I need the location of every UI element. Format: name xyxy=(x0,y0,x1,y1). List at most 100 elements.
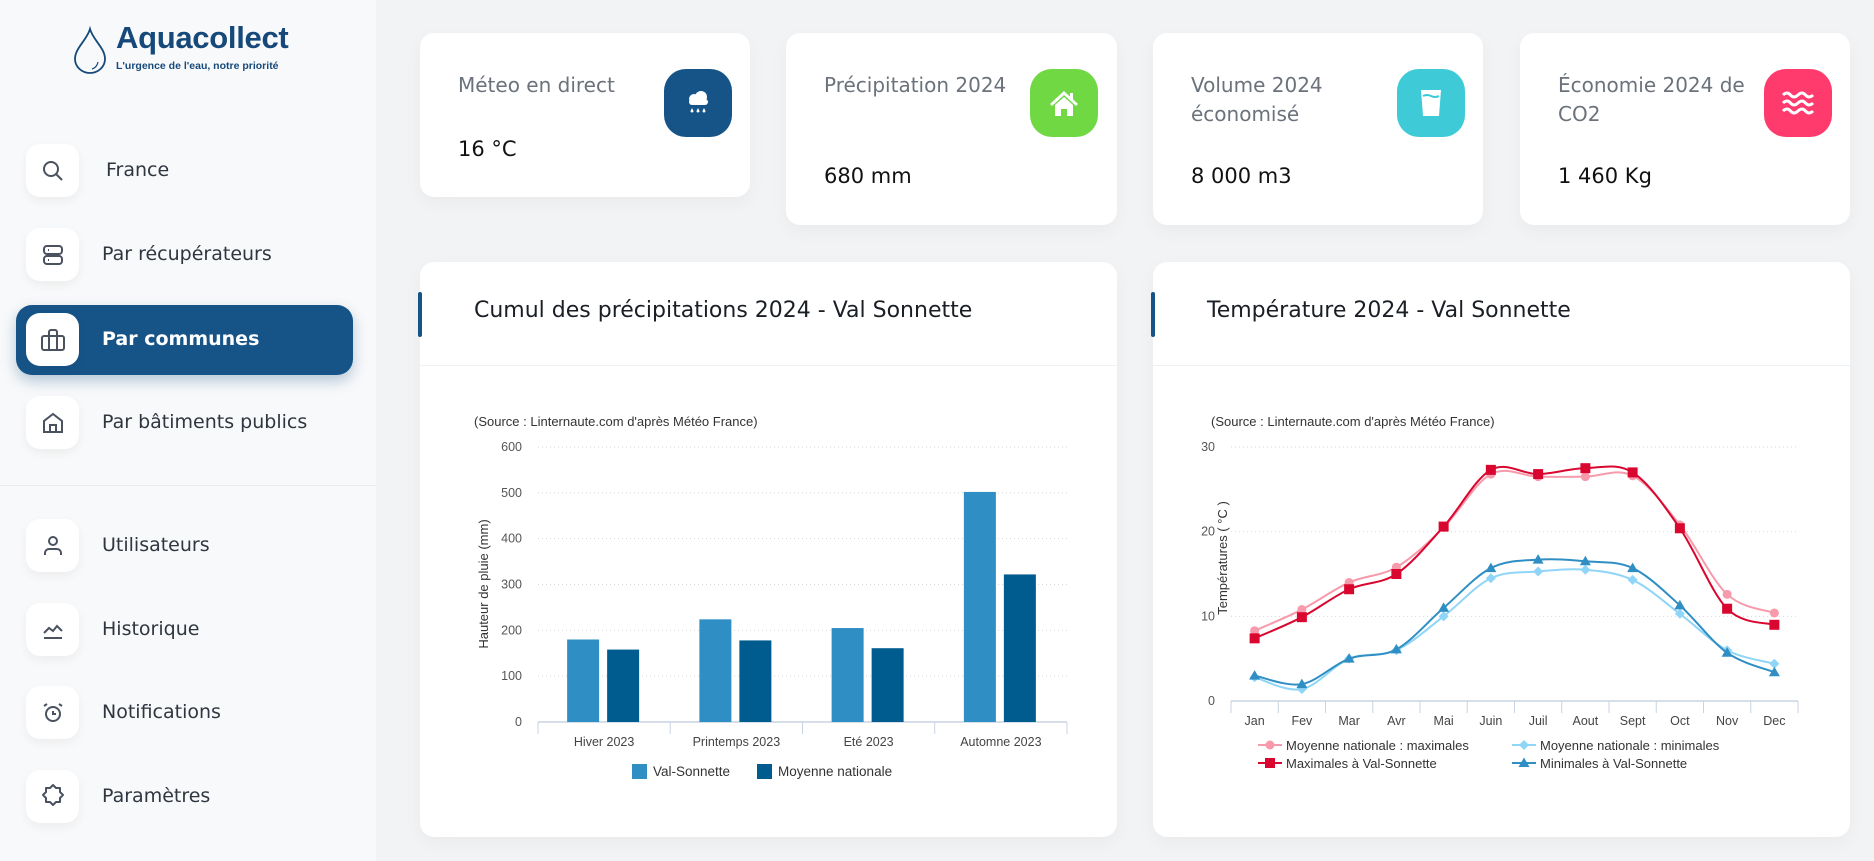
legend-marker xyxy=(1265,758,1275,768)
x-tick-label: Dec xyxy=(1763,714,1785,728)
data-point xyxy=(1249,670,1261,680)
stat-value: 16 °C xyxy=(458,137,517,161)
data-point xyxy=(1627,467,1638,478)
data-point xyxy=(1580,564,1591,575)
alarm-clock-icon xyxy=(26,686,79,739)
y-tick-label: 10 xyxy=(1201,609,1215,623)
nav-france-search[interactable]: France xyxy=(0,136,376,206)
y-tick-label: 0 xyxy=(515,715,522,729)
line-minimales-val-sonnette xyxy=(1254,558,1775,686)
data-point xyxy=(1485,573,1496,584)
nav-par-communes[interactable]: Par communes xyxy=(16,305,353,375)
bar-moyenne-nationale xyxy=(607,649,640,722)
nav-utilisateurs[interactable]: Utilisateurs xyxy=(0,511,376,581)
data-point xyxy=(1579,555,1591,566)
nav-par-recuperateurs[interactable]: Par récupérateurs xyxy=(0,220,376,290)
brand-logo[interactable]: Aquacollect L'urgence de l'eau, notre pr… xyxy=(70,20,310,78)
data-point xyxy=(1250,626,1260,636)
water-drop-icon xyxy=(74,26,106,74)
data-point xyxy=(1297,605,1307,615)
bar-moyenne-nationale xyxy=(739,640,772,722)
stat-card-co2: Économie 2024 de CO2 1 460 Kg xyxy=(1520,33,1850,225)
data-point xyxy=(1390,643,1402,654)
cloud-rain-icon xyxy=(664,69,732,137)
data-point xyxy=(1296,678,1308,689)
precipitation-bar-chart: (Source : Linternaute.com d'après Météo … xyxy=(474,414,1068,779)
buildings-icon xyxy=(26,313,79,366)
data-point xyxy=(1722,603,1733,614)
legend-label: Maximales à Val-Sonnette xyxy=(1286,756,1437,771)
data-point xyxy=(1344,584,1355,595)
legend-swatch xyxy=(632,764,647,779)
chart-source: (Source : Linternaute.com d'après Météo … xyxy=(1211,414,1495,429)
nav-notifications[interactable]: Notifications xyxy=(0,678,376,748)
data-point xyxy=(1722,589,1732,599)
nav-label: Paramètres xyxy=(102,785,211,807)
data-point xyxy=(1769,658,1780,669)
nav-parametres[interactable]: Paramètres xyxy=(0,762,376,832)
stat-card-meteo: Méteo en direct 16 °C xyxy=(420,33,750,197)
x-tick-label: Automne 2023 xyxy=(960,735,1041,749)
nav-par-batiments-publics[interactable]: Par bâtiments publics xyxy=(0,388,376,458)
nav-label: France xyxy=(106,159,170,181)
nav-historique[interactable]: Historique xyxy=(0,595,376,665)
bar-val-sonnette xyxy=(699,619,732,722)
brand-name: Aquacollect xyxy=(116,20,289,55)
sidebar-divider xyxy=(0,485,376,486)
data-point xyxy=(1533,566,1544,577)
y-tick-label: 30 xyxy=(1201,440,1215,454)
data-point xyxy=(1438,602,1450,612)
chart-header: Température 2024 - Val Sonnette xyxy=(1151,262,1850,366)
legend-label: Moyenne nationale : maximales xyxy=(1286,738,1469,753)
user-icon xyxy=(26,519,79,572)
legend-label: Minimales à Val-Sonnette xyxy=(1540,756,1687,771)
accent-bar xyxy=(418,292,422,337)
data-point xyxy=(1674,523,1685,534)
data-point xyxy=(1721,647,1733,657)
nav-label: Utilisateurs xyxy=(102,534,210,556)
line-moyenne-nationale-minimales xyxy=(1254,568,1775,691)
x-tick-label: Avr xyxy=(1387,714,1406,728)
bar-moyenne-nationale xyxy=(871,648,904,722)
house-icon xyxy=(1030,69,1098,137)
data-point xyxy=(1769,619,1780,630)
nav-label: Par communes xyxy=(102,328,260,350)
legend-label: Val-Sonnette xyxy=(653,764,730,779)
y-tick-label: 0 xyxy=(1208,694,1215,708)
x-tick-label: Mai xyxy=(1434,714,1454,728)
legend-marker xyxy=(1265,740,1275,750)
stat-title: Précipitation 2024 xyxy=(824,73,1007,97)
search-icon xyxy=(26,144,79,197)
x-tick-label: Fev xyxy=(1291,714,1313,728)
data-point xyxy=(1391,569,1402,579)
data-point xyxy=(1249,633,1260,644)
x-tick-label: Jan xyxy=(1245,714,1265,728)
data-point xyxy=(1485,562,1497,573)
legend-swatch xyxy=(757,764,772,779)
data-point xyxy=(1674,608,1685,619)
bar-moyenne-nationale xyxy=(1003,574,1036,722)
y-tick-label: 400 xyxy=(501,532,522,546)
nav-label: Historique xyxy=(102,618,200,640)
accent-bar xyxy=(1151,292,1155,337)
sidebar: Aquacollect L'urgence de l'eau, notre pr… xyxy=(0,0,376,861)
data-point xyxy=(1532,554,1544,564)
brand-tagline: L'urgence de l'eau, notre priorité xyxy=(116,60,279,72)
legend-label: Moyenne nationale xyxy=(778,764,892,779)
data-point xyxy=(1580,463,1591,474)
x-tick-label: Printemps 2023 xyxy=(693,735,781,749)
y-axis-label: Températures ( °C ) xyxy=(1215,501,1230,615)
data-point xyxy=(1296,612,1307,623)
legend-label: Moyenne nationale : minimales xyxy=(1540,738,1720,753)
stat-title: Économie 2024 de CO2 xyxy=(1558,73,1745,126)
x-tick-label: Mar xyxy=(1338,714,1360,728)
nav-label: Par bâtiments publics xyxy=(102,411,308,433)
chart-title: Cumul des précipitations 2024 - Val Sonn… xyxy=(474,298,973,323)
y-tick-label: 500 xyxy=(501,486,522,500)
data-point xyxy=(1769,608,1779,618)
y-tick-label: 300 xyxy=(501,578,522,592)
y-tick-label: 20 xyxy=(1201,525,1215,539)
x-tick-label: Oct xyxy=(1670,714,1690,728)
y-tick-label: 100 xyxy=(501,669,522,683)
bar-val-sonnette xyxy=(567,639,600,722)
